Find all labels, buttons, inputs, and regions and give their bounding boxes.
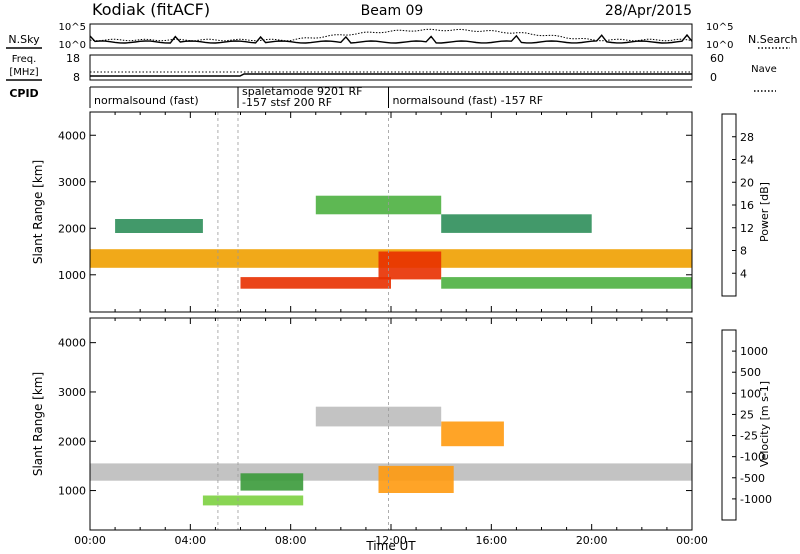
colorbar-tick-label: -1000 [740,493,772,506]
y-tick-label: 4000 [58,129,86,142]
colorbar-tick-label: -500 [740,472,765,485]
nsky-label: N.Sky [8,33,40,46]
x-tick-label: 08:00 [275,534,307,547]
cpid-segment-sub: -157 stsf 200 RF [242,96,332,109]
colorbar-tick-label: -25 [740,430,758,443]
cpid-segment-label: normalsound (fast) [94,94,199,107]
x-tick-label: 00:00 [676,534,708,547]
colorbar-tick-label: -100 [740,451,765,464]
scatter-band [240,473,304,491]
scatter-band [441,214,592,233]
velocity-ylabel: Slant Range [km] [31,372,45,476]
y-tick-label: 1000 [58,269,86,282]
scatter-band [441,421,504,447]
freq-panel: Freq. [MHz] 18 8 60 0 Nave [6,52,777,92]
nave-tick-bottom: 0 [710,71,717,84]
colorbar-tick-label: 24 [740,154,754,167]
freq-frame [89,54,693,81]
freq-label: Freq. [12,54,37,65]
y-tick-label: 2000 [58,435,86,448]
x-tick-label: 20:00 [576,534,608,547]
colorbar-tick-label: 100 [740,387,761,400]
power-ylabel: Slant Range [km] [31,160,45,264]
freq-tick-top: 18 [66,52,80,65]
nsky-tick-bottom: 10^0 [59,40,86,51]
nave-label: Nave [751,64,777,75]
nsky-panel: N.Sky 10^5 10^0 10^5 10^0 N.Search [6,22,798,51]
scatter-band [315,195,442,215]
colorbar-frame [721,329,737,521]
nsky-tick-top: 10^5 [59,22,86,33]
nsearch-trace [89,28,693,42]
beam-title: Beam 09 [361,3,424,19]
nsearch-tick-bottom: 10^0 [706,40,733,51]
scatter-band [441,277,692,289]
x-tick-label: 12:00 [375,534,407,547]
scatter-band [115,219,203,233]
cpid-panel: CPID normalsound (fast) spaletamode 9201 … [9,85,692,109]
velocity-colorbar-label: Velocity [m s-1] [758,381,771,467]
velocity-panel: Slant Range [km] 1000 2000 3000 4000 00:00 0… [31,317,772,553]
xaxis-title: Time UT [365,539,416,553]
colorbar-tick-label: 20 [740,176,754,189]
station-title: Kodiak (fitACF) [92,0,210,19]
cpid-segment-label: normalsound (fast) -157 RF [392,94,543,107]
nsearch-label: N.Search [748,33,798,46]
y-tick-label: 2000 [58,222,86,235]
colorbar-tick-label: 28 [740,131,754,144]
scatter-band [315,406,442,427]
scatter-band [240,277,391,289]
scatter-band [378,251,442,280]
power-panel: Slant Range [km] 1000 2000 3000 4000 28 24 20… [31,111,771,313]
y-tick-label: 3000 [58,386,86,399]
y-tick-label: 4000 [58,337,86,350]
scatter-band [378,465,454,493]
y-tick-label: 1000 [58,485,86,498]
power-colorbar-label: Power [dB] [758,182,771,242]
x-tick-label: 16:00 [475,534,507,547]
freq-unit: [MHz] [9,67,38,78]
x-tick-label: 00:00 [74,534,106,547]
colorbar-tick-label: 1000 [740,345,768,358]
scatter-band [202,495,304,506]
cpid-label: CPID [9,87,38,100]
date-title: 28/Apr/2015 [605,3,692,19]
colorbar-tick-label: 25 [740,408,754,421]
colorbar-tick-label: 12 [740,222,754,235]
colorbar-tick-label: 16 [740,199,754,212]
nsearch-tick-top: 10^5 [706,22,733,33]
freq-tick-bottom: 8 [73,71,80,84]
colorbar-tick-label: 500 [740,366,761,379]
cpid-segment-label: spaletamode 9201 RF [242,85,362,98]
colorbar-tick-label: 8 [740,245,747,258]
freq-trace [90,73,692,77]
x-tick-label: 04:00 [174,534,206,547]
colorbar-tick-label: 4 [740,267,747,280]
y-tick-label: 3000 [58,176,86,189]
nsky-trace [89,33,693,44]
nave-tick-top: 60 [710,52,724,65]
